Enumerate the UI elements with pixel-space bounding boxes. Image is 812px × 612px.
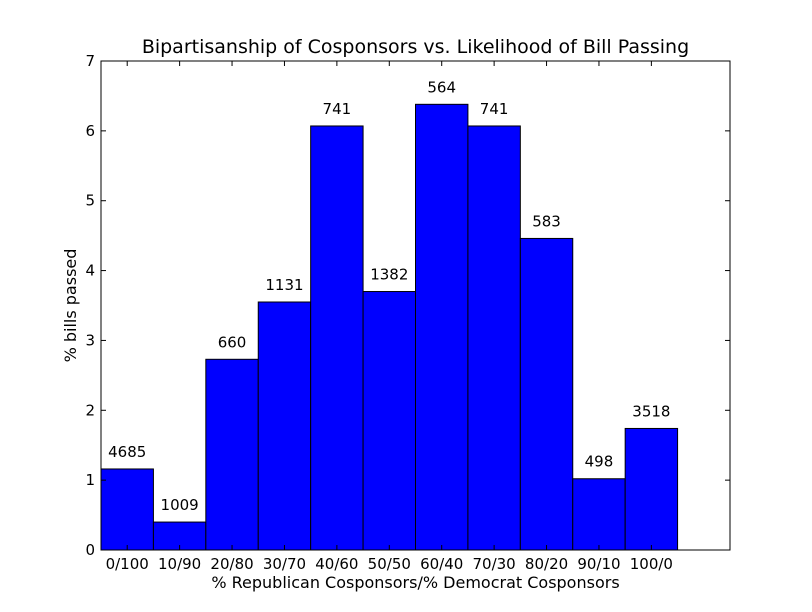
y-tick-label-3: 3 — [85, 331, 95, 349]
y-tick-label-5: 5 — [85, 192, 95, 210]
x-axis-label: % Republican Cosponsors/% Democrat Cospo… — [211, 573, 619, 592]
data-label-10/90: 1009 — [161, 496, 199, 514]
bar-60/40 — [415, 103, 469, 551]
data-label-0/100: 4685 — [108, 443, 146, 461]
x-tick-label-0/100: 0/100 — [106, 555, 149, 573]
data-label-30/70: 1131 — [265, 276, 303, 294]
bar-70/30 — [467, 125, 521, 551]
x-tick-label-100/0: 100/0 — [630, 555, 673, 573]
x-tick-label-20/80: 20/80 — [210, 555, 253, 573]
x-tick-label-60/40: 60/40 — [420, 555, 463, 573]
data-label-100/0: 3518 — [632, 402, 670, 420]
x-tick-label-70/30: 70/30 — [473, 555, 516, 573]
chart-title: Bipartisanship of Cosponsors vs. Likelih… — [142, 36, 689, 58]
data-label-80/20: 583 — [532, 212, 561, 230]
x-tick-label-40/60: 40/60 — [315, 555, 358, 573]
x-tick-label-90/10: 90/10 — [577, 555, 620, 573]
bar-40/60 — [310, 125, 364, 551]
y-tick-label-1: 1 — [85, 471, 95, 489]
x-tick-label-30/70: 30/70 — [263, 555, 306, 573]
bar-80/20 — [519, 237, 574, 551]
bar-50/50 — [362, 291, 417, 551]
x-tick-label-50/50: 50/50 — [368, 555, 411, 573]
y-tick-label-2: 2 — [85, 401, 95, 419]
bar-20/80 — [205, 358, 259, 551]
x-tick-label-10/90: 10/90 — [158, 555, 201, 573]
axes-layer: 0/100 10/90 20/80 30/70 40/60 50/50 60/40 70/30… — [85, 52, 731, 573]
y-axis-label: % bills passed — [61, 249, 80, 363]
data-label-60/40: 564 — [427, 78, 456, 96]
bar-100/0 — [624, 427, 679, 551]
bar-30/70 — [257, 301, 312, 551]
y-ticks: 0 1 2 3 4 5 6 7 — [85, 52, 730, 559]
data-label-50/50: 1382 — [370, 266, 408, 284]
data-label-40/60: 741 — [323, 100, 352, 118]
y-tick-label-6: 6 — [85, 122, 95, 140]
bar-0/100 — [100, 468, 154, 551]
data-label-70/30: 741 — [480, 100, 509, 118]
bars-layer — [100, 103, 679, 551]
data-label-90/10: 498 — [585, 453, 614, 471]
y-tick-label-0: 0 — [85, 541, 95, 559]
x-ticks: 0/100 10/90 20/80 30/70 40/60 50/50 60/40 70/30… — [106, 61, 673, 573]
plot-frame — [100, 60, 731, 551]
data-labels-layer: 4685 1009 660 1131 741 1382 564 741 583 498 3518 — [108, 78, 670, 514]
y-tick-label-4: 4 — [85, 262, 95, 280]
bar-90/10 — [572, 478, 626, 551]
x-tick-label-80/20: 80/20 — [525, 555, 568, 573]
data-label-20/80: 660 — [218, 333, 247, 351]
y-tick-label-7: 7 — [85, 52, 95, 70]
